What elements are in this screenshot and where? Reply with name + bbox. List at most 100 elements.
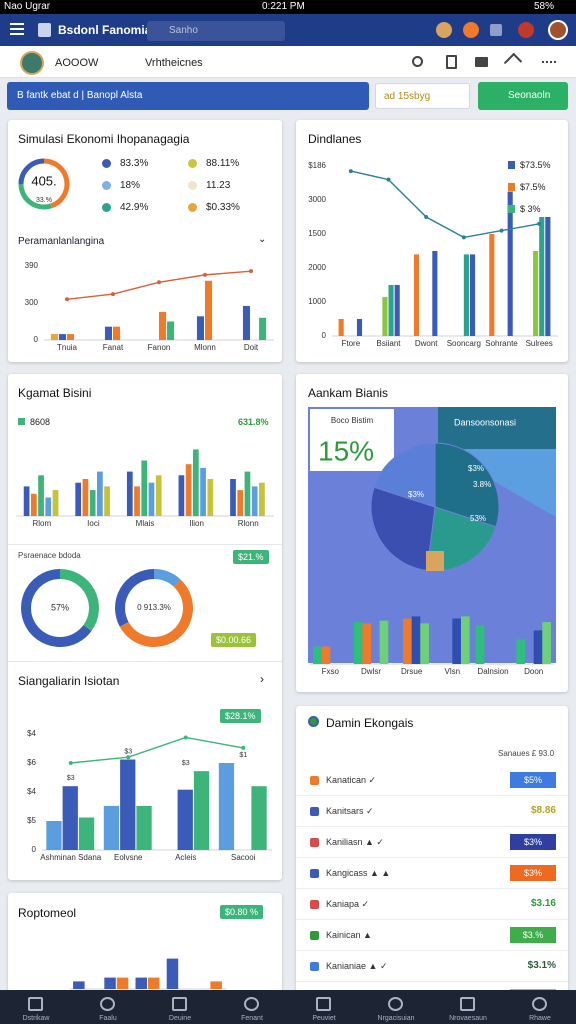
doc-icon[interactable] xyxy=(446,55,457,69)
row-value: $3.1% xyxy=(527,960,556,971)
profile-avatar[interactable] xyxy=(548,20,568,40)
trend-point xyxy=(386,177,391,182)
bar xyxy=(75,482,82,516)
x-tick-label: Fanat xyxy=(103,343,124,352)
avatar[interactable] xyxy=(518,22,534,38)
kpi-box xyxy=(310,409,394,471)
menu-button[interactable] xyxy=(10,23,24,25)
legend-swatch xyxy=(188,203,197,212)
bar xyxy=(533,251,539,336)
bar xyxy=(50,334,58,340)
nav-item[interactable]: Nrgacisuian xyxy=(360,990,432,1024)
x-tick-label: Sooncarg xyxy=(447,339,481,348)
damin-card: Damin Ekongais Sanaues £ 93.0 Kanatican … xyxy=(296,706,568,1013)
legend-label: 42.9% xyxy=(120,202,149,213)
nav-item[interactable]: Nrovaesaun xyxy=(432,990,504,1024)
roptomeol-card: Roptomeol $0.80 % xyxy=(8,893,282,1003)
bar xyxy=(155,475,162,516)
gauge-sub: 33.% xyxy=(36,197,52,204)
nav-item[interactable]: Rhawe xyxy=(504,990,576,1024)
row-value: $3% xyxy=(510,865,556,881)
bar xyxy=(205,280,213,340)
x-tick-label: Ashminan Sdana xyxy=(40,853,101,862)
list-row[interactable]: Kaniliasn ▲ ✓ $3% xyxy=(296,828,568,858)
avatar[interactable] xyxy=(463,22,479,38)
nav-item[interactable]: Peuviet xyxy=(288,990,360,1024)
x-tick-label: Dalnsion xyxy=(477,667,508,676)
pie-panel: Boco Bistim 15% Dansoonsonasi $3% 3.8% 53%… xyxy=(308,407,556,663)
nav-label: Fenant xyxy=(241,1015,263,1022)
add-icon[interactable] xyxy=(503,52,523,72)
user-avatar[interactable] xyxy=(20,51,44,75)
nav-icon xyxy=(28,997,43,1011)
value-label: $3 xyxy=(67,775,75,782)
list-row[interactable]: Kangicass ▲ ▲ $3% xyxy=(296,859,568,889)
nav-icon xyxy=(244,997,259,1011)
badge: $0.80 % xyxy=(220,905,264,919)
list-row[interactable]: Kanitsars ✓ $8.86 xyxy=(296,797,568,827)
search-box[interactable]: Sanho xyxy=(147,21,285,41)
row-value: $3.16 xyxy=(530,898,556,909)
text-input[interactable]: ad 15sbyg xyxy=(375,83,470,109)
primary-button[interactable]: B fantk ebat d | Banopl Alsta xyxy=(7,82,369,110)
x-tick-label: Doon xyxy=(524,667,543,676)
search-icon[interactable] xyxy=(412,56,423,67)
nav-item[interactable]: Deuine xyxy=(144,990,216,1024)
search-placeholder: Sanho xyxy=(169,25,198,36)
nav-icon xyxy=(172,997,187,1011)
trend-point xyxy=(249,269,253,274)
mail-icon[interactable] xyxy=(475,57,488,67)
x-tick-label: Acleis xyxy=(175,853,196,862)
row-icon xyxy=(310,807,319,816)
chart-title: Peramanlanlangina xyxy=(18,236,105,247)
list-row[interactable]: Kanianiae ▲ ✓ $3.1% xyxy=(296,952,568,982)
row-icon xyxy=(310,900,319,909)
kpi-value: 631.8% xyxy=(238,417,269,427)
trend-line xyxy=(350,170,540,239)
panel-title: Dansoonsonasi xyxy=(454,417,516,427)
bar xyxy=(185,464,192,516)
x-tick-label: Drsue xyxy=(401,667,423,676)
mail-icon[interactable] xyxy=(490,24,502,36)
chevron[interactable]: ⌄ xyxy=(258,234,267,245)
action-button[interactable]: Seonaoln xyxy=(478,82,568,110)
nav-item[interactable]: Faalu xyxy=(72,990,144,1024)
nav-item[interactable]: Dstrikaw xyxy=(0,990,72,1024)
legend-label: $7.5% xyxy=(520,182,546,192)
bar xyxy=(545,217,551,336)
bar-chart: 390 300 0 Tnuia Fanat Fanon Mlonn Doit xyxy=(25,261,274,352)
app-icon xyxy=(38,23,51,37)
bar xyxy=(394,285,400,336)
section-name: Vrhtheicnes xyxy=(145,57,203,69)
y-tick-label: 0 xyxy=(34,335,39,344)
trend-point xyxy=(157,280,161,285)
nav-icon xyxy=(316,997,331,1011)
row-icon xyxy=(310,931,319,940)
legend-label: 88.11% xyxy=(206,158,240,169)
bar xyxy=(167,321,175,340)
bar xyxy=(97,471,103,516)
list-row[interactable]: Kaniapa ✓ $3.16 xyxy=(296,890,568,920)
bar xyxy=(82,479,89,516)
bar xyxy=(166,958,179,989)
card-title: Aankam Bianis xyxy=(308,386,389,400)
more-icon[interactable] xyxy=(542,61,556,63)
bar xyxy=(193,771,210,850)
bar xyxy=(244,471,251,516)
button-label: Seonaoln xyxy=(508,90,551,101)
list-row[interactable]: Kainican ▲ $3.% xyxy=(296,921,568,951)
nav-item[interactable]: Fenant xyxy=(216,990,288,1024)
y-tick-label: 2000 xyxy=(308,263,326,272)
trend-point xyxy=(241,745,246,750)
x-tick-label: Ilion xyxy=(189,519,204,528)
list-row[interactable]: Kanatican ✓ $5% xyxy=(296,766,568,796)
gauge-value: 405. xyxy=(31,173,56,188)
chevron[interactable]: › xyxy=(260,672,264,686)
title-icon xyxy=(308,716,319,727)
avatar[interactable] xyxy=(436,22,452,38)
bar xyxy=(338,319,344,336)
kpi-value: 15% xyxy=(318,435,374,466)
bar xyxy=(45,497,52,516)
bar xyxy=(136,805,152,850)
bar xyxy=(30,493,37,516)
